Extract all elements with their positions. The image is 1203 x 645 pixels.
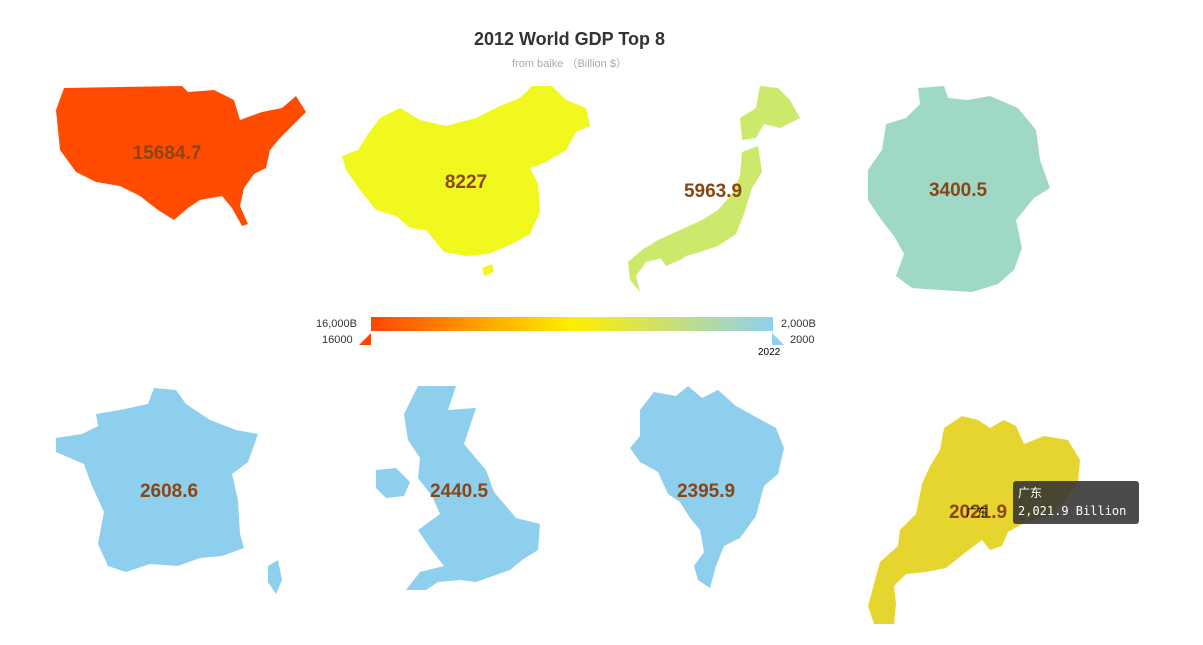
- tooltip-name: 广东: [1018, 486, 1043, 500]
- legend-handle-min[interactable]: [772, 333, 784, 345]
- region-value-label: 2440.5: [430, 481, 489, 502]
- region-value-label: 2608.6: [140, 481, 198, 502]
- region-japan[interactable]: [628, 86, 800, 292]
- legend-max-label: 16,000B: [316, 318, 357, 330]
- legend-handle-max[interactable]: [359, 333, 371, 345]
- chart-title: 2012 World GDP Top 8: [473, 29, 666, 49]
- region-germany[interactable]: [868, 86, 1050, 292]
- region-brazil[interactable]: [630, 386, 784, 588]
- region-france[interactable]: [56, 388, 282, 594]
- region-value-label: 8227: [445, 172, 487, 193]
- legend-handle-min-value: 2000: [790, 334, 815, 346]
- chart-subtitle: from baike （Billion $）: [512, 58, 627, 70]
- region-china[interactable]: [342, 86, 590, 276]
- tooltip: 广东 2,021.9 Billion: [1013, 481, 1139, 524]
- region-value-label: 5963.9: [684, 181, 742, 202]
- region-value-label: 2395.9: [677, 481, 735, 502]
- legend-handle-max-value: 16000: [322, 334, 353, 346]
- legend-handle-min-sub: 2022: [758, 347, 781, 358]
- region-value-label: 3400.5: [929, 180, 988, 201]
- region-united-kingdom[interactable]: [376, 386, 540, 590]
- tooltip-value: 2,021.9 Billion: [1018, 504, 1127, 518]
- legend-gradient-bar[interactable]: [371, 317, 773, 331]
- region-value-label: 15684.7: [133, 143, 202, 164]
- tooltip-pointer-label: 广东: [966, 507, 988, 519]
- region-united-states[interactable]: [56, 86, 306, 226]
- region-value-label: 2021.9: [949, 502, 1007, 523]
- legend-min-label: 2,000B: [781, 318, 816, 330]
- region-guangdong[interactable]: [868, 416, 1080, 624]
